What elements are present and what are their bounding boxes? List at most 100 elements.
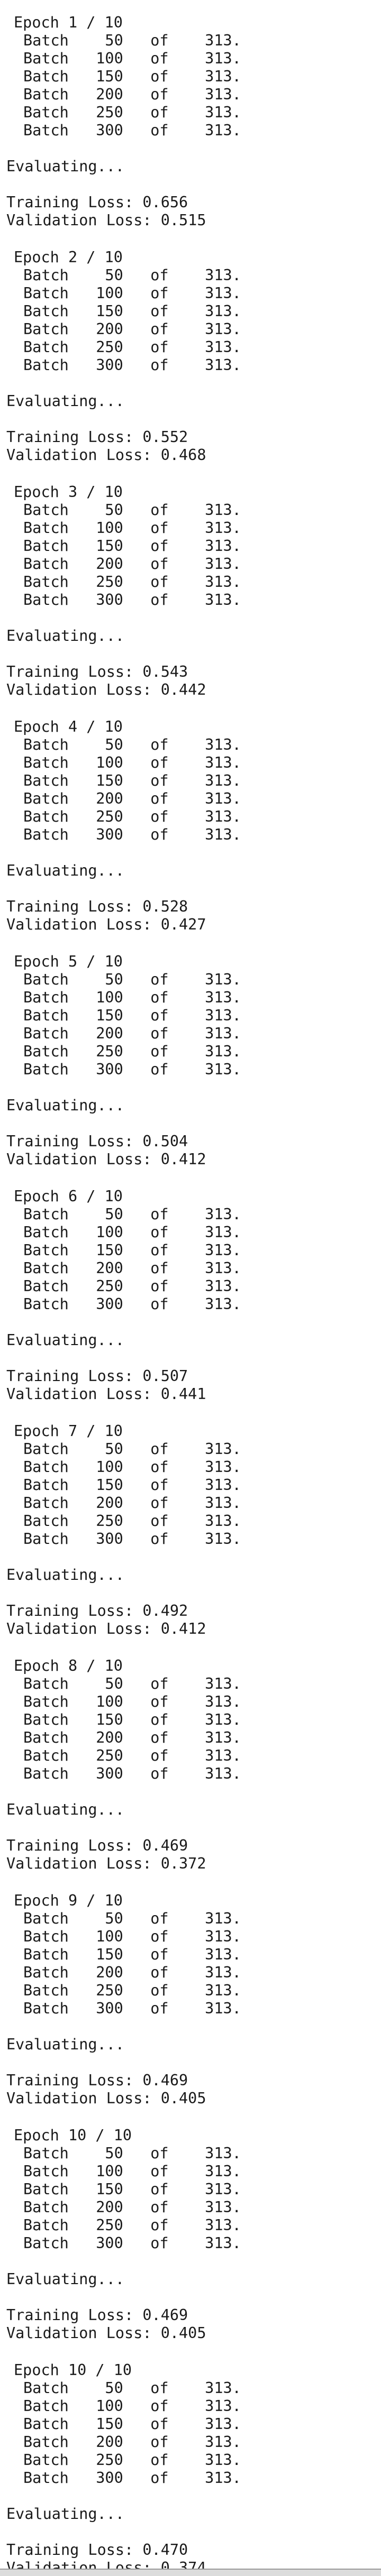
- batch-progress-line: Batch 150 of 313.: [23, 1476, 241, 1494]
- batch-progress-line: Batch 150 of 313.: [23, 302, 241, 320]
- evaluating-status: Evaluating...: [6, 2505, 125, 2523]
- epoch-header: Epoch 1 / 10: [14, 14, 123, 31]
- batch-progress-line: Batch 200 of 313.: [23, 1025, 241, 1042]
- batch-progress-line: Batch 300 of 313.: [23, 1061, 241, 1078]
- validation-loss-line: Validation Loss: 0.412: [6, 1620, 206, 1637]
- batch-progress-line: Batch 250 of 313.: [23, 104, 241, 121]
- batch-progress-line: Batch 250 of 313.: [23, 1512, 241, 1530]
- batch-progress-line: Batch 100 of 313.: [23, 1458, 241, 1476]
- validation-loss-line: Validation Loss: 0.405: [6, 2090, 206, 2107]
- batch-progress-line: Batch 100 of 313.: [23, 50, 241, 67]
- batch-progress-line: Batch 200 of 313.: [23, 2198, 241, 2216]
- training-loss-line: Training Loss: 0.543: [6, 663, 188, 680]
- batch-progress-line: Batch 100 of 313.: [23, 1223, 241, 1241]
- batch-progress-line: Batch 250 of 313.: [23, 338, 241, 356]
- epoch-header: Epoch 4 / 10: [14, 718, 123, 735]
- batch-progress-line: Batch 50 of 313.: [23, 1910, 241, 1927]
- validation-loss-line: Validation Loss: 0.515: [6, 211, 206, 229]
- validation-loss-line: Validation Loss: 0.468: [6, 446, 206, 464]
- batch-progress-line: Batch 100 of 313.: [23, 519, 241, 537]
- batch-progress-line: Batch 100 of 313.: [23, 989, 241, 1006]
- batch-progress-line: Batch 150 of 313.: [23, 1946, 241, 1963]
- batch-progress-line: Batch 200 of 313.: [23, 86, 241, 103]
- training-loss-line: Training Loss: 0.469: [6, 1837, 188, 1854]
- batch-progress-line: Batch 250 of 313.: [23, 573, 241, 591]
- validation-loss-line: Validation Loss: 0.405: [6, 2324, 206, 2342]
- evaluating-status: Evaluating...: [6, 392, 125, 410]
- batch-progress-line: Batch 250 of 313.: [23, 2451, 241, 2469]
- batch-progress-line: Batch 300 of 313.: [23, 122, 241, 139]
- batch-progress-line: Batch 100 of 313.: [23, 1928, 241, 1945]
- evaluating-status: Evaluating...: [6, 158, 125, 175]
- batch-progress-line: Batch 200 of 313.: [23, 555, 241, 573]
- batch-progress-line: Batch 300 of 313.: [23, 591, 241, 609]
- batch-progress-line: Batch 300 of 313.: [23, 356, 241, 374]
- batch-progress-line: Batch 150 of 313.: [23, 2181, 241, 2198]
- evaluating-status: Evaluating...: [6, 1801, 125, 1818]
- batch-progress-line: Batch 50 of 313.: [23, 2145, 241, 2162]
- batch-progress-line: Batch 150 of 313.: [23, 2415, 241, 2433]
- batch-progress-line: Batch 200 of 313.: [23, 1494, 241, 1512]
- horizontal-scrollbar[interactable]: [0, 2569, 381, 2576]
- batch-progress-line: Batch 150 of 313.: [23, 537, 241, 555]
- batch-progress-line: Batch 250 of 313.: [23, 808, 241, 825]
- evaluating-status: Evaluating...: [6, 1097, 125, 1114]
- validation-loss-line: Validation Loss: 0.441: [6, 1385, 206, 1403]
- batch-progress-line: Batch 50 of 313.: [23, 501, 241, 519]
- training-loss-line: Training Loss: 0.552: [6, 428, 188, 446]
- epoch-header: Epoch 3 / 10: [14, 483, 123, 501]
- training-loss-line: Training Loss: 0.504: [6, 1133, 188, 1150]
- batch-progress-line: Batch 200 of 313.: [23, 2433, 241, 2451]
- batch-progress-line: Batch 50 of 313.: [23, 971, 241, 988]
- batch-progress-line: Batch 100 of 313.: [23, 2397, 241, 2415]
- training-loss-line: Training Loss: 0.470: [6, 2541, 188, 2559]
- validation-loss-line: Validation Loss: 0.374: [6, 2559, 206, 2570]
- batch-progress-line: Batch 150 of 313.: [23, 1007, 241, 1024]
- validation-loss-line: Validation Loss: 0.442: [6, 681, 206, 698]
- validation-loss-line: Validation Loss: 0.412: [6, 1151, 206, 1168]
- batch-progress-line: Batch 300 of 313.: [23, 1295, 241, 1313]
- batch-progress-line: Batch 300 of 313.: [23, 1765, 241, 1782]
- training-loss-line: Training Loss: 0.528: [6, 898, 188, 915]
- batch-progress-line: Batch 200 of 313.: [23, 1259, 241, 1277]
- batch-progress-line: Batch 250 of 313.: [23, 1043, 241, 1060]
- batch-progress-line: Batch 50 of 313.: [23, 1675, 241, 1692]
- batch-progress-line: Batch 300 of 313.: [23, 2234, 241, 2252]
- epoch-header: Epoch 10 / 10: [14, 2127, 132, 2144]
- batch-progress-line: Batch 200 of 313.: [23, 1964, 241, 1981]
- batch-progress-line: Batch 50 of 313.: [23, 1440, 241, 1458]
- epoch-header: Epoch 6 / 10: [14, 1188, 123, 1205]
- epoch-header: Epoch 10 / 10: [14, 2361, 132, 2379]
- batch-progress-line: Batch 150 of 313.: [23, 1241, 241, 1259]
- batch-progress-line: Batch 300 of 313.: [23, 1530, 241, 1548]
- batch-progress-line: Batch 200 of 313.: [23, 1729, 241, 1746]
- training-loss-line: Training Loss: 0.492: [6, 1602, 188, 1620]
- batch-progress-line: Batch 300 of 313.: [23, 2000, 241, 2017]
- epoch-header: Epoch 5 / 10: [14, 953, 123, 970]
- training-loss-line: Training Loss: 0.507: [6, 1367, 188, 1385]
- batch-progress-line: Batch 150 of 313.: [23, 772, 241, 789]
- batch-progress-line: Batch 50 of 313.: [23, 32, 241, 49]
- evaluating-status: Evaluating...: [6, 2036, 125, 2053]
- training-loss-line: Training Loss: 0.469: [6, 2072, 188, 2089]
- training-loss-line: Training Loss: 0.469: [6, 2306, 188, 2324]
- batch-progress-line: Batch 250 of 313.: [23, 2216, 241, 2234]
- evaluating-status: Evaluating...: [6, 862, 125, 879]
- batch-progress-line: Batch 100 of 313.: [23, 1693, 241, 1710]
- evaluating-status: Evaluating...: [6, 1331, 125, 1349]
- batch-progress-line: Batch 50 of 313.: [23, 2379, 241, 2397]
- epoch-header: Epoch 9 / 10: [14, 1892, 123, 1909]
- epoch-header: Epoch 7 / 10: [14, 1422, 123, 1440]
- batch-progress-line: Batch 50 of 313.: [23, 266, 241, 284]
- training-loss-line: Training Loss: 0.656: [6, 194, 188, 211]
- batch-progress-line: Batch 50 of 313.: [23, 1206, 241, 1223]
- batch-progress-line: Batch 150 of 313.: [23, 68, 241, 85]
- batch-progress-line: Batch 300 of 313.: [23, 2469, 241, 2487]
- evaluating-status: Evaluating...: [6, 1566, 125, 1584]
- batch-progress-line: Batch 100 of 313.: [23, 284, 241, 302]
- batch-progress-line: Batch 100 of 313.: [23, 754, 241, 771]
- batch-progress-line: Batch 200 of 313.: [23, 320, 241, 338]
- batch-progress-line: Batch 250 of 313.: [23, 1747, 241, 1764]
- evaluating-status: Evaluating...: [6, 627, 125, 645]
